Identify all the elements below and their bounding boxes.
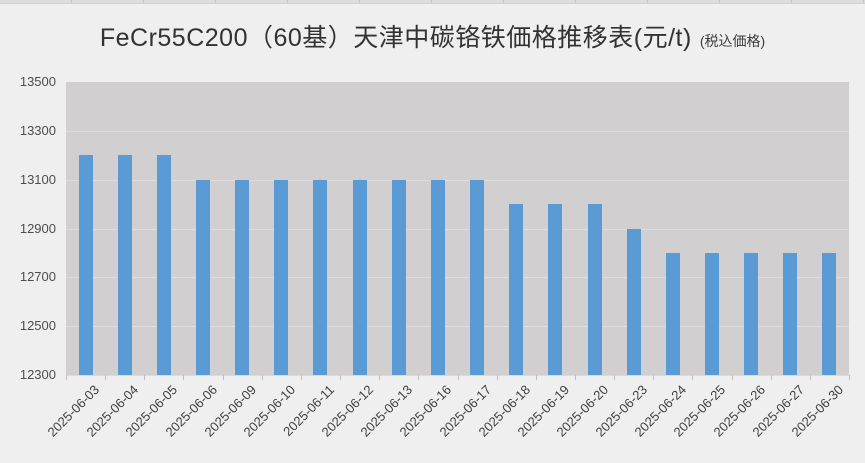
bar <box>665 252 680 375</box>
gridline <box>66 326 849 328</box>
bar <box>235 179 250 375</box>
y-axis-label: 12700 <box>19 269 56 285</box>
bar <box>391 179 406 375</box>
x-axis-tick <box>692 375 694 380</box>
bar <box>744 252 759 375</box>
x-axis-tick <box>731 375 733 380</box>
y-axis-label: 12500 <box>19 318 56 334</box>
y-axis-label: 13300 <box>19 122 56 138</box>
bar <box>822 252 837 375</box>
x-axis-tick <box>457 375 459 380</box>
bar <box>626 228 641 375</box>
y-axis-label: 13500 <box>19 74 56 89</box>
bar <box>470 179 485 375</box>
x-axis-tick <box>418 375 420 380</box>
x-axis-tick <box>770 375 772 380</box>
x-axis-tick <box>183 375 185 380</box>
x-axis-tick <box>809 375 811 380</box>
x-axis-tick <box>66 375 67 380</box>
chart-title-row: FeCr55C200（60基）天津中碳铬铁価格推移表(元/t) (税込価格) <box>0 18 865 54</box>
x-axis-tick <box>340 375 342 380</box>
y-axis-label: 12300 <box>19 367 56 382</box>
y-axis-label: 12900 <box>19 220 56 236</box>
plot-area <box>66 82 849 376</box>
y-axis-label: 13100 <box>19 171 56 187</box>
bar <box>783 252 798 375</box>
bar <box>78 155 93 375</box>
x-axis-tick <box>849 375 850 380</box>
bar <box>274 179 289 375</box>
bar <box>117 155 132 375</box>
x-axis-tick <box>614 375 616 380</box>
gridline <box>66 277 849 279</box>
x-axis-tick <box>574 375 576 380</box>
bar <box>548 204 563 375</box>
x-axis-tick <box>653 375 655 380</box>
bar <box>313 179 328 375</box>
bar <box>509 204 524 375</box>
x-axis-tick <box>300 375 302 380</box>
x-axis-tick <box>379 375 381 380</box>
bar <box>196 179 211 375</box>
x-axis-tick <box>261 375 263 380</box>
bar <box>430 179 445 375</box>
window-top-edge <box>0 0 865 4</box>
x-axis-tick <box>144 375 146 380</box>
bar <box>156 155 171 375</box>
chart-title: FeCr55C200（60基）天津中碳铬铁価格推移表(元/t) <box>99 24 692 52</box>
gridline <box>66 130 849 132</box>
bar <box>352 179 367 375</box>
chart-subtitle: (税込価格) <box>699 33 766 49</box>
bar <box>704 252 719 375</box>
x-axis-tick <box>222 375 224 380</box>
x-axis-tick <box>496 375 498 380</box>
bar <box>587 204 602 375</box>
gridline <box>66 179 849 181</box>
gridline <box>66 228 849 230</box>
x-axis-tick <box>535 375 537 380</box>
x-axis-tick <box>105 375 107 380</box>
